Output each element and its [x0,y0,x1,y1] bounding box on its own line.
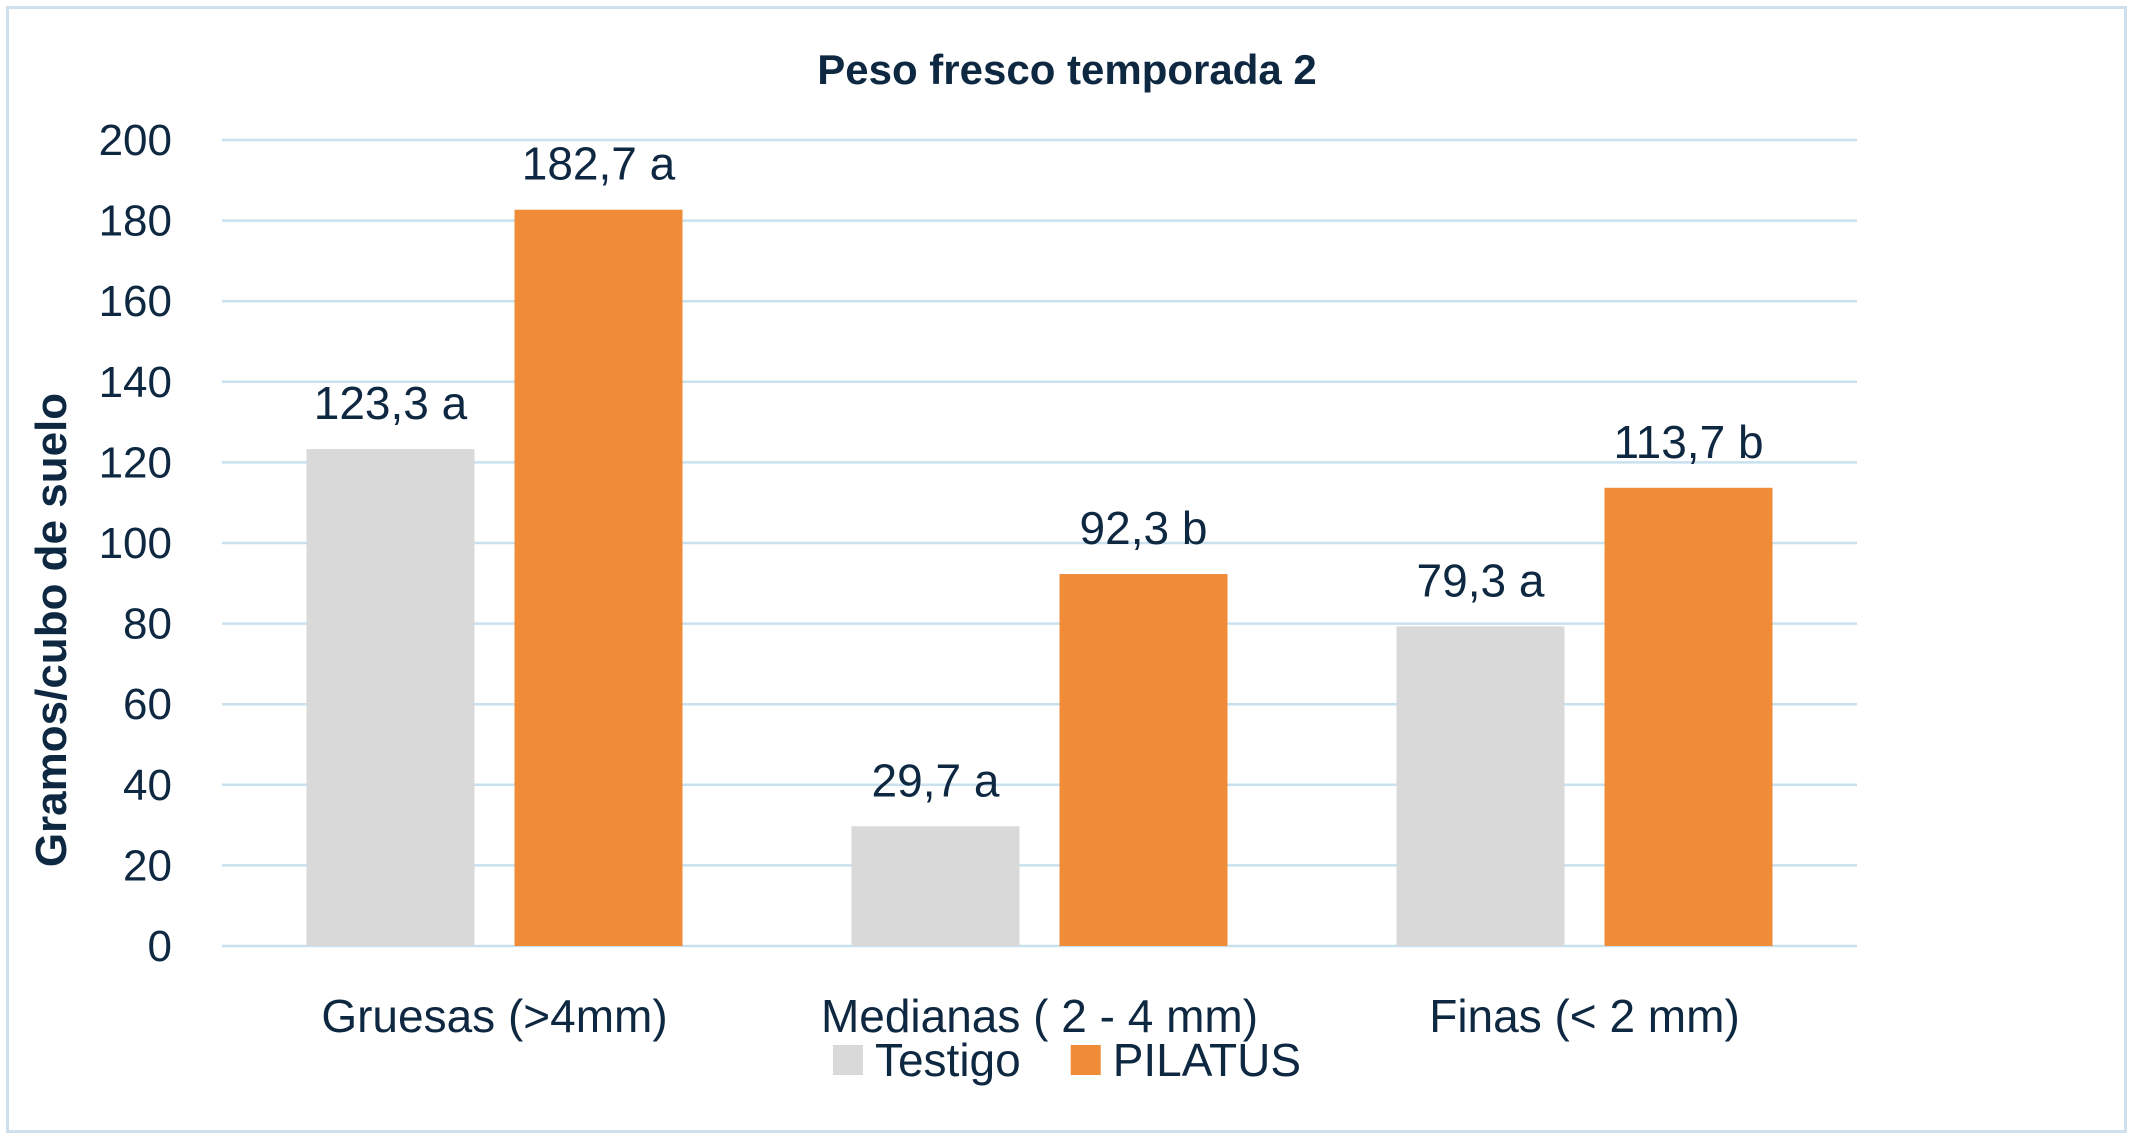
data-label: 182,7 a [522,138,676,190]
x-tick-label: Gruesas (>4mm) [321,990,667,1042]
y-tick-label: 0 [148,922,172,971]
x-tick-label: Medianas ( 2 - 4 mm) [821,990,1258,1042]
bar-pilatus-1 [514,209,683,946]
data-label: 113,7 b [1613,416,1763,468]
bars [306,209,1773,946]
legend-label: Testigo [875,1034,1021,1086]
bar-testigo-3 [1396,626,1565,946]
y-tick-label: 140 [99,358,172,407]
bar-pilatus-2 [1059,574,1228,946]
legend-swatch-pilatus [1070,1045,1101,1075]
bar-pilatus-3 [1604,487,1773,946]
y-tick-label: 80 [123,600,172,649]
data-labels: 123,3 a 182,7 a 29,7 a 92,3 b 79,3 a 113,7 b [314,138,1764,807]
legend-label: PILATUS [1113,1034,1301,1086]
y-tick-label: 180 [99,197,172,246]
data-label: 79,3 a [1417,554,1545,606]
y-tick-label: 100 [99,519,172,568]
x-axis-ticks: Gruesas (>4mm) Medianas ( 2 - 4 mm) Finas … [321,990,1739,1042]
y-tick-label: 200 [99,116,172,165]
y-tick-label: 20 [123,841,172,890]
data-label: 123,3 a [314,377,468,429]
gridlines [222,138,1857,948]
legend-swatch-testigo [832,1045,863,1075]
data-label: 29,7 a [872,754,1000,806]
bar-testigo-2 [851,826,1020,946]
y-tick-label: 60 [123,680,172,729]
y-axis-label: Gramos/cubo de suelo [27,393,76,867]
y-tick-label: 160 [99,277,172,326]
y-tick-label: 40 [123,761,172,810]
chart-title: Peso fresco temporada 2 [817,46,1317,93]
legend: Testigo PILATUS [832,1034,1301,1086]
data-label: 92,3 b [1080,502,1208,554]
y-axis-ticks: 0 20 40 60 80 100 120 140 160 180 200 [99,116,172,971]
x-tick-label: Finas (< 2 mm) [1429,990,1740,1042]
y-tick-label: 120 [99,438,172,487]
bar-testigo-1 [306,449,475,946]
